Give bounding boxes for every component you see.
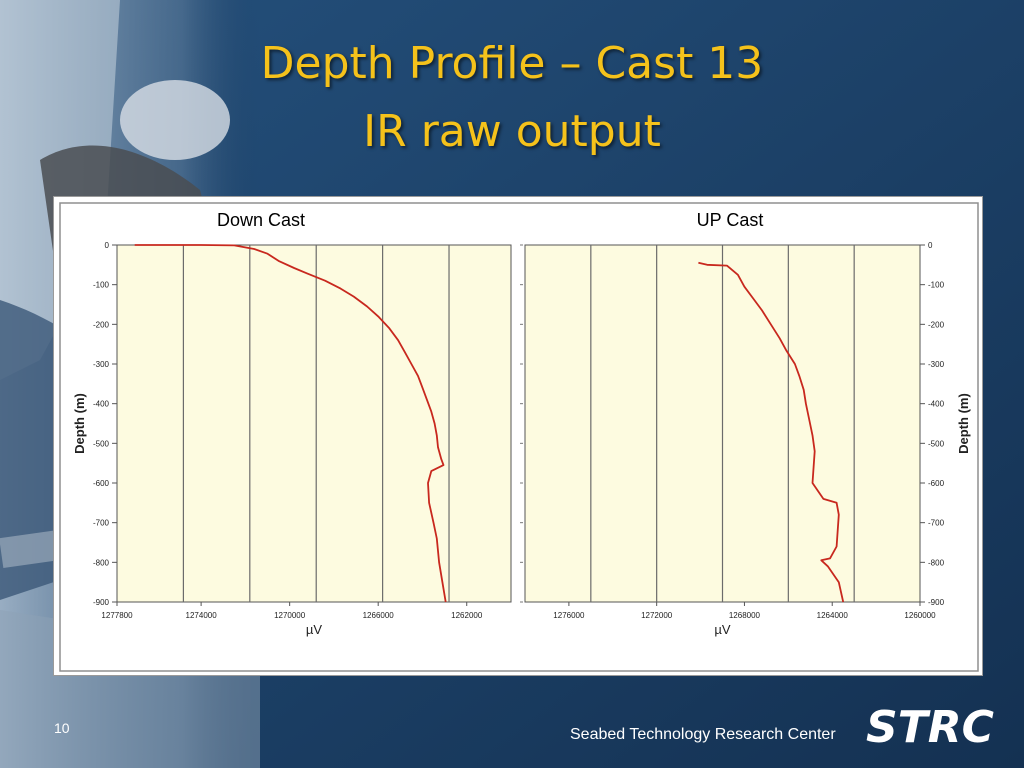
x-tick-label: 1264000 bbox=[817, 611, 849, 620]
y-tick-label: -300 bbox=[93, 360, 110, 369]
x-axis-label: µV bbox=[306, 622, 322, 637]
x-tick-label: 1266000 bbox=[363, 611, 395, 620]
y-tick-label: -400 bbox=[93, 400, 110, 409]
x-tick-label: 1262000 bbox=[451, 611, 483, 620]
series-line bbox=[134, 244, 447, 603]
y-tick-label: -500 bbox=[93, 439, 110, 448]
series-line bbox=[698, 261, 845, 603]
y-axis-label: Depth (m) bbox=[956, 393, 971, 454]
y-tick-label: -400 bbox=[928, 400, 945, 409]
x-axis-label: µV bbox=[714, 622, 730, 637]
x-tick-label: 1270000 bbox=[274, 611, 306, 620]
chart-title: Down Cast bbox=[217, 210, 305, 230]
x-tick-label: 1276000 bbox=[553, 611, 585, 620]
y-tick-label: -900 bbox=[928, 598, 945, 607]
x-tick-label: 1272000 bbox=[641, 611, 673, 620]
y-tick-label: 0 bbox=[105, 241, 110, 250]
slide-title-line1: Depth Profile – Cast 13 bbox=[260, 38, 764, 89]
page-number: 10 bbox=[54, 720, 70, 736]
x-tick-label: 1274000 bbox=[186, 611, 218, 620]
slide-title-line2: IR raw output bbox=[363, 106, 661, 157]
y-tick-label: -200 bbox=[928, 320, 945, 329]
y-tick-label: -600 bbox=[928, 479, 945, 488]
chart-panel: Down Cast 0 -100 -200 -300 -400 -500 -600 -700 -8… bbox=[53, 196, 983, 676]
y-tick-label: -800 bbox=[93, 558, 110, 567]
strc-logo: STRC bbox=[866, 702, 994, 750]
y-tick-label: -600 bbox=[93, 479, 110, 488]
chart-2: UP Cast 0 -100 -200 -300 -400 -500 -600 -700 -800… bbox=[520, 210, 971, 637]
chart-title: UP Cast bbox=[697, 210, 764, 230]
x-tick-label: 1277800 bbox=[101, 611, 133, 620]
y-tick-label: 0 bbox=[928, 241, 933, 250]
y-tick-label: -300 bbox=[928, 360, 945, 369]
x-tick-label: 1260000 bbox=[904, 611, 936, 620]
y-axis-label: Depth (m) bbox=[72, 393, 87, 454]
strc-logo-text: STRC bbox=[866, 702, 994, 750]
y-tick-label: -700 bbox=[93, 519, 110, 528]
y-tick-label: -100 bbox=[928, 281, 945, 290]
y-tick-label: -200 bbox=[93, 320, 110, 329]
y-tick-label: -100 bbox=[93, 281, 110, 290]
y-tick-label: -700 bbox=[928, 519, 945, 528]
org-name: Seabed Technology Research Center bbox=[570, 726, 836, 743]
charts-svg: Down Cast 0 -100 -200 -300 -400 -500 -600 -700 -8… bbox=[59, 202, 979, 672]
y-tick-label: -900 bbox=[93, 598, 110, 607]
chart-frame bbox=[59, 202, 979, 672]
chart-1: Down Cast 0 -100 -200 -300 -400 -500 -600 -700 -8… bbox=[72, 210, 512, 637]
y-tick-label: -500 bbox=[928, 439, 945, 448]
x-tick-label: 1268000 bbox=[729, 611, 761, 620]
plot-area bbox=[116, 244, 512, 603]
y-tick-label: -800 bbox=[928, 558, 945, 567]
